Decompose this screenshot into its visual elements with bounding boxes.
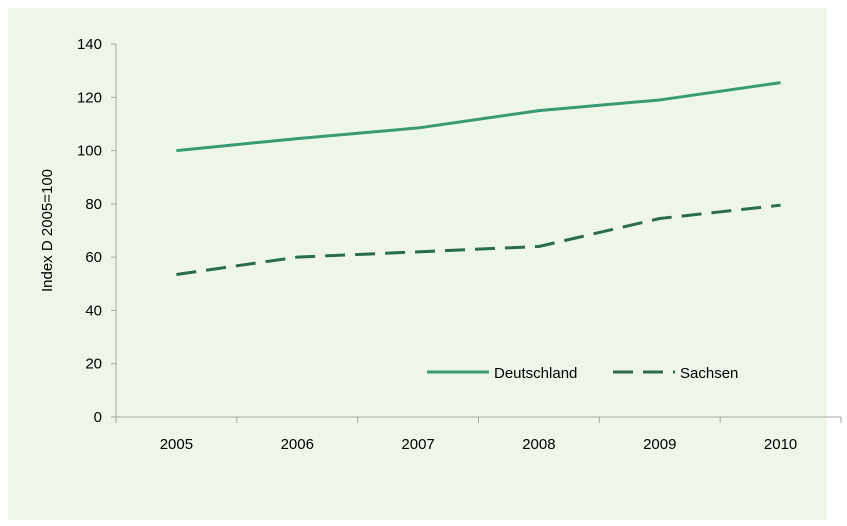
x-tick-label: 2008 bbox=[522, 436, 555, 453]
series-line-deutschland bbox=[176, 81, 781, 153]
axes bbox=[115, 44, 841, 418]
series-lines bbox=[176, 81, 781, 276]
legend: Deutschland Sachsen bbox=[427, 365, 738, 382]
x-tick-labels: 2005 2006 2007 2008 2009 2010 bbox=[115, 417, 842, 453]
x-tick-label: 2006 bbox=[281, 436, 314, 453]
y-tick-label: 100 bbox=[77, 143, 102, 160]
y-tick-label: 80 bbox=[85, 196, 102, 213]
y-tick-label: 40 bbox=[85, 302, 102, 319]
x-tick-label: 2009 bbox=[643, 436, 676, 453]
x-tick-label: 2010 bbox=[764, 436, 797, 453]
x-tick-label: 2007 bbox=[401, 436, 434, 453]
series-line-sachsen bbox=[176, 203, 781, 276]
x-tick-label: 2005 bbox=[160, 436, 193, 453]
y-tick-label: 20 bbox=[85, 356, 102, 373]
legend-label-sachsen: Sachsen bbox=[680, 365, 738, 382]
y-tick-label: 140 bbox=[77, 36, 102, 53]
legend-label-deutschland: Deutschland bbox=[494, 365, 577, 382]
chart-area bbox=[8, 8, 827, 520]
y-tick-label: 120 bbox=[77, 89, 102, 106]
y-tick-label: 60 bbox=[85, 249, 102, 266]
y-axis-label: Index D 2005=100 bbox=[39, 169, 56, 292]
y-tick-labels: 0 20 40 60 80 100 120 140 bbox=[77, 36, 116, 426]
y-tick-label: 0 bbox=[94, 409, 102, 426]
